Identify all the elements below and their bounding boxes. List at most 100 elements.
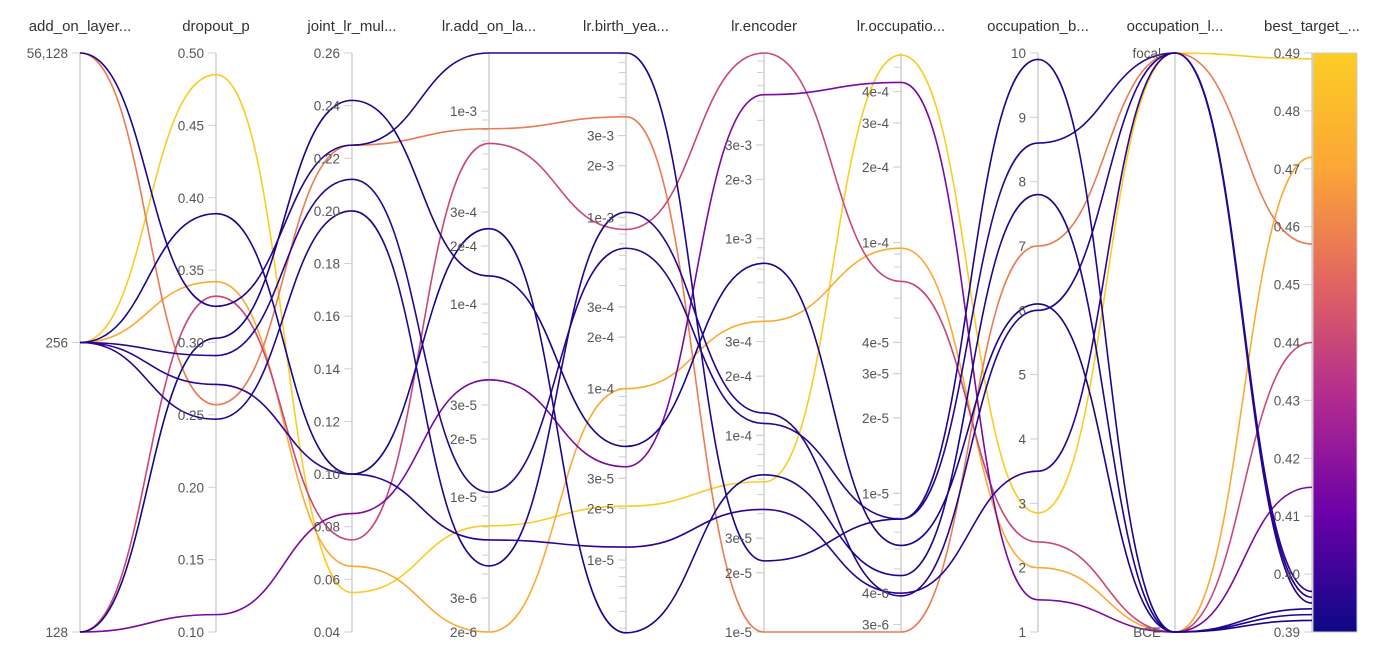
tick-label: 10 bbox=[1011, 46, 1026, 61]
tick-label: 2 bbox=[1018, 561, 1026, 576]
run-line-2[interactable] bbox=[79, 156, 1313, 633]
tick-label: 4e-5 bbox=[862, 335, 889, 350]
axis-header-add-on-layers[interactable]: add_on_layer... bbox=[29, 18, 132, 35]
tick-label: 256 bbox=[45, 336, 68, 351]
tick-label: 4 bbox=[1018, 432, 1026, 447]
tick-label: 56,128 bbox=[27, 46, 68, 61]
axis-header-occupation-b[interactable]: occupation_b... bbox=[987, 18, 1089, 35]
tick-label: 1e-4 bbox=[587, 382, 615, 397]
tick-label: 0.42 bbox=[1274, 451, 1300, 466]
axis-header-joint-lr-mul[interactable]: joint_lr_mul... bbox=[306, 18, 396, 35]
tick-label: 2e-3 bbox=[725, 173, 752, 188]
tick-label: 0.26 bbox=[314, 46, 340, 61]
tick-label: 0.20 bbox=[178, 480, 204, 495]
tick-label: 0.47 bbox=[1274, 162, 1300, 177]
run-line-10[interactable] bbox=[79, 99, 1313, 633]
tick-label: 0.24 bbox=[314, 99, 341, 114]
tick-label: 3e-3 bbox=[725, 138, 752, 153]
axis-header-occupation-loss[interactable]: occupation_l... bbox=[1127, 18, 1224, 35]
tick-label: 1 bbox=[1018, 625, 1026, 640]
run-line-7[interactable] bbox=[79, 52, 1313, 599]
tick-label: 3e-5 bbox=[862, 367, 889, 382]
tick-label: 0.45 bbox=[1274, 278, 1300, 293]
colorbar bbox=[1312, 52, 1358, 633]
tick-label: 3e-5 bbox=[587, 471, 614, 486]
tick-label: 2e-5 bbox=[725, 566, 752, 581]
tick-label: 1e-5 bbox=[725, 625, 752, 640]
axis-header-best-target[interactable]: best_target_... bbox=[1264, 18, 1360, 35]
tick-label: 3e-5 bbox=[725, 531, 752, 546]
tick-label: 0.04 bbox=[314, 625, 341, 640]
tick-label: 3e-6 bbox=[862, 617, 889, 632]
tick-label: 0.30 bbox=[178, 336, 204, 351]
run-line-3[interactable] bbox=[79, 52, 1313, 633]
run-line-9[interactable] bbox=[79, 52, 1313, 594]
tick-labels: 1 2 8 256 56,128 0.10 0.15 0.20 0.25 0.30 0.35 0.40… bbox=[27, 46, 1301, 640]
tick-label: 0.18 bbox=[314, 257, 340, 272]
tick-label: 4e-4 bbox=[862, 85, 890, 100]
tick-label: 0.50 bbox=[178, 46, 204, 61]
tick-label: 0.14 bbox=[314, 362, 341, 377]
run-line-4[interactable] bbox=[79, 81, 1313, 633]
tick-label: 3 bbox=[1018, 496, 1026, 511]
tick-label: 3e-4 bbox=[587, 300, 615, 315]
run-line-6[interactable] bbox=[79, 193, 1313, 634]
tick-label: 0.48 bbox=[1274, 104, 1300, 119]
tick-label: 3e-4 bbox=[725, 335, 753, 350]
tick-label: 0.49 bbox=[1274, 46, 1300, 61]
tick-label: 2e-5 bbox=[450, 432, 477, 447]
axis-header-lr-birth-year[interactable]: lr.birth_yea... bbox=[583, 18, 669, 35]
tick-label: 0.25 bbox=[178, 408, 204, 423]
tick-label: 8 bbox=[1018, 175, 1026, 190]
run-line-1[interactable] bbox=[79, 52, 1313, 633]
tick-label: 0.16 bbox=[314, 309, 340, 324]
tick-label: 0.10 bbox=[314, 467, 340, 482]
tick-label: 0.08 bbox=[314, 520, 340, 535]
tick-label: 0.40 bbox=[178, 191, 204, 206]
tick-label: 0.06 bbox=[314, 572, 340, 587]
axis-header-dropout-p[interactable]: dropout_p bbox=[182, 18, 250, 35]
tick-label: 7 bbox=[1018, 239, 1026, 254]
tick-label: 1e-4 bbox=[725, 428, 753, 443]
tick-label: 2e-4 bbox=[725, 369, 753, 384]
tick-label: 4e-6 bbox=[862, 586, 889, 601]
tick-label: 3e-3 bbox=[587, 129, 614, 144]
tick-label: 3e-4 bbox=[450, 205, 478, 220]
tick-label: 0.10 bbox=[178, 625, 204, 640]
axes bbox=[72, 52, 1313, 633]
tick-label: 1e-4 bbox=[450, 297, 478, 312]
tick-label: BCE bbox=[1133, 625, 1161, 640]
axis-header-lr-occupation[interactable]: lr.occupatio... bbox=[857, 18, 945, 35]
tick-label: 0.20 bbox=[314, 204, 340, 219]
tick-label: focal bbox=[1132, 46, 1161, 61]
tick-label: 3e-5 bbox=[450, 398, 477, 413]
run-line-8[interactable] bbox=[79, 52, 1313, 604]
run-line-0[interactable] bbox=[79, 52, 1313, 594]
tick-label: 0.40 bbox=[1274, 567, 1300, 582]
tick-label: 2e-5 bbox=[587, 501, 614, 516]
tick-label: 0.35 bbox=[178, 263, 204, 278]
tick-label: 0.41 bbox=[1274, 509, 1300, 524]
tick-label: 0.45 bbox=[178, 118, 204, 133]
axis-headers: add_on_layer... dropout_p joint_lr_mul... l… bbox=[29, 18, 1360, 35]
tick-label: 1e-3 bbox=[725, 232, 752, 247]
axis-header-lr-add-on-layers[interactable]: lr.add_on_la... bbox=[442, 18, 536, 35]
tick-label: 1e-3 bbox=[587, 210, 614, 225]
axis-header-lr-encoder[interactable]: lr.encoder bbox=[731, 18, 797, 35]
tick-label: 3e-6 bbox=[450, 591, 477, 606]
tick-label: 2e-3 bbox=[587, 159, 614, 174]
tick-label: 3e-4 bbox=[862, 116, 890, 131]
tick-label: 0.44 bbox=[1274, 336, 1301, 351]
tick-label: 0.15 bbox=[178, 553, 204, 568]
tick-label: 0.43 bbox=[1274, 393, 1300, 408]
run-line-5[interactable] bbox=[79, 52, 1313, 633]
tick-label: 0.39 bbox=[1274, 625, 1300, 640]
tick-label: 2e-4 bbox=[587, 330, 615, 345]
tick-label: 0.12 bbox=[314, 414, 340, 429]
tick-label: 1e-5 bbox=[450, 490, 477, 505]
tick-label: 0.22 bbox=[314, 151, 340, 166]
tick-label: 2e-4 bbox=[862, 160, 890, 175]
tick-label: 6 bbox=[1018, 303, 1026, 318]
tick-label: 2e-6 bbox=[450, 625, 477, 640]
